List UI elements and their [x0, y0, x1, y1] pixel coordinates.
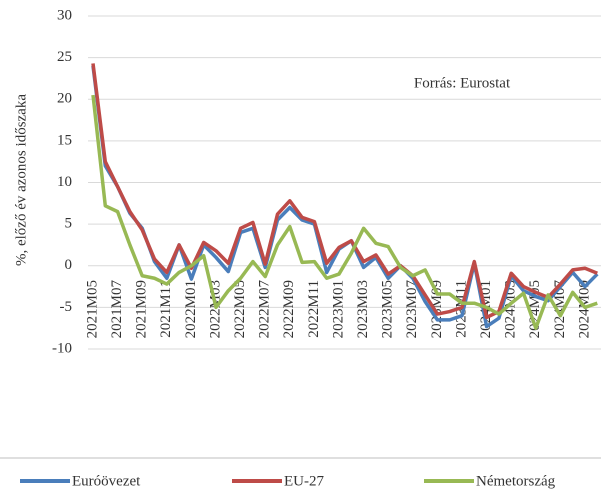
- y-tick-label: -10: [52, 340, 72, 356]
- x-tick-label: 2021M11: [158, 280, 174, 338]
- x-tick-label: 2023M07: [404, 280, 420, 339]
- x-tick-label: 2024M09: [576, 280, 592, 338]
- x-tick-label: 2022M05: [232, 280, 248, 338]
- series-line: [91, 63, 598, 320]
- y-tick-label: 30: [57, 7, 72, 23]
- legend-label: Németország: [476, 473, 556, 489]
- x-tick-label: 2022M01: [183, 280, 199, 338]
- y-tick-label: 0: [65, 257, 73, 273]
- x-tick-label: 2023M03: [355, 280, 371, 338]
- x-tick-label: 2023M05: [380, 280, 396, 338]
- x-tick-label: 2022M11: [306, 280, 322, 338]
- y-tick-label: -5: [60, 299, 73, 315]
- legend-label: Euróövezet: [72, 473, 141, 489]
- annotation: Forrás: Eurostat: [414, 75, 511, 91]
- x-tick-label: 2021M09: [134, 280, 150, 338]
- legend-label: EU-27: [284, 473, 324, 489]
- x-tick-label: 2022M07: [257, 280, 273, 339]
- y-tick-label: 15: [57, 132, 72, 148]
- y-axis-label: %, előző év azonos időszaka: [13, 94, 29, 266]
- y-tick-label: 5: [65, 216, 73, 232]
- y-tick-label: 25: [57, 49, 72, 65]
- x-tick-label: 2022M09: [281, 280, 297, 338]
- y-tick-label: 10: [57, 174, 72, 190]
- x-tick-label: 2021M07: [109, 280, 125, 339]
- x-tick-label: 2021M05: [84, 280, 100, 338]
- series-line: [91, 94, 598, 330]
- x-tick-label: 2023M01: [330, 280, 346, 338]
- y-tick-label: 20: [57, 91, 72, 107]
